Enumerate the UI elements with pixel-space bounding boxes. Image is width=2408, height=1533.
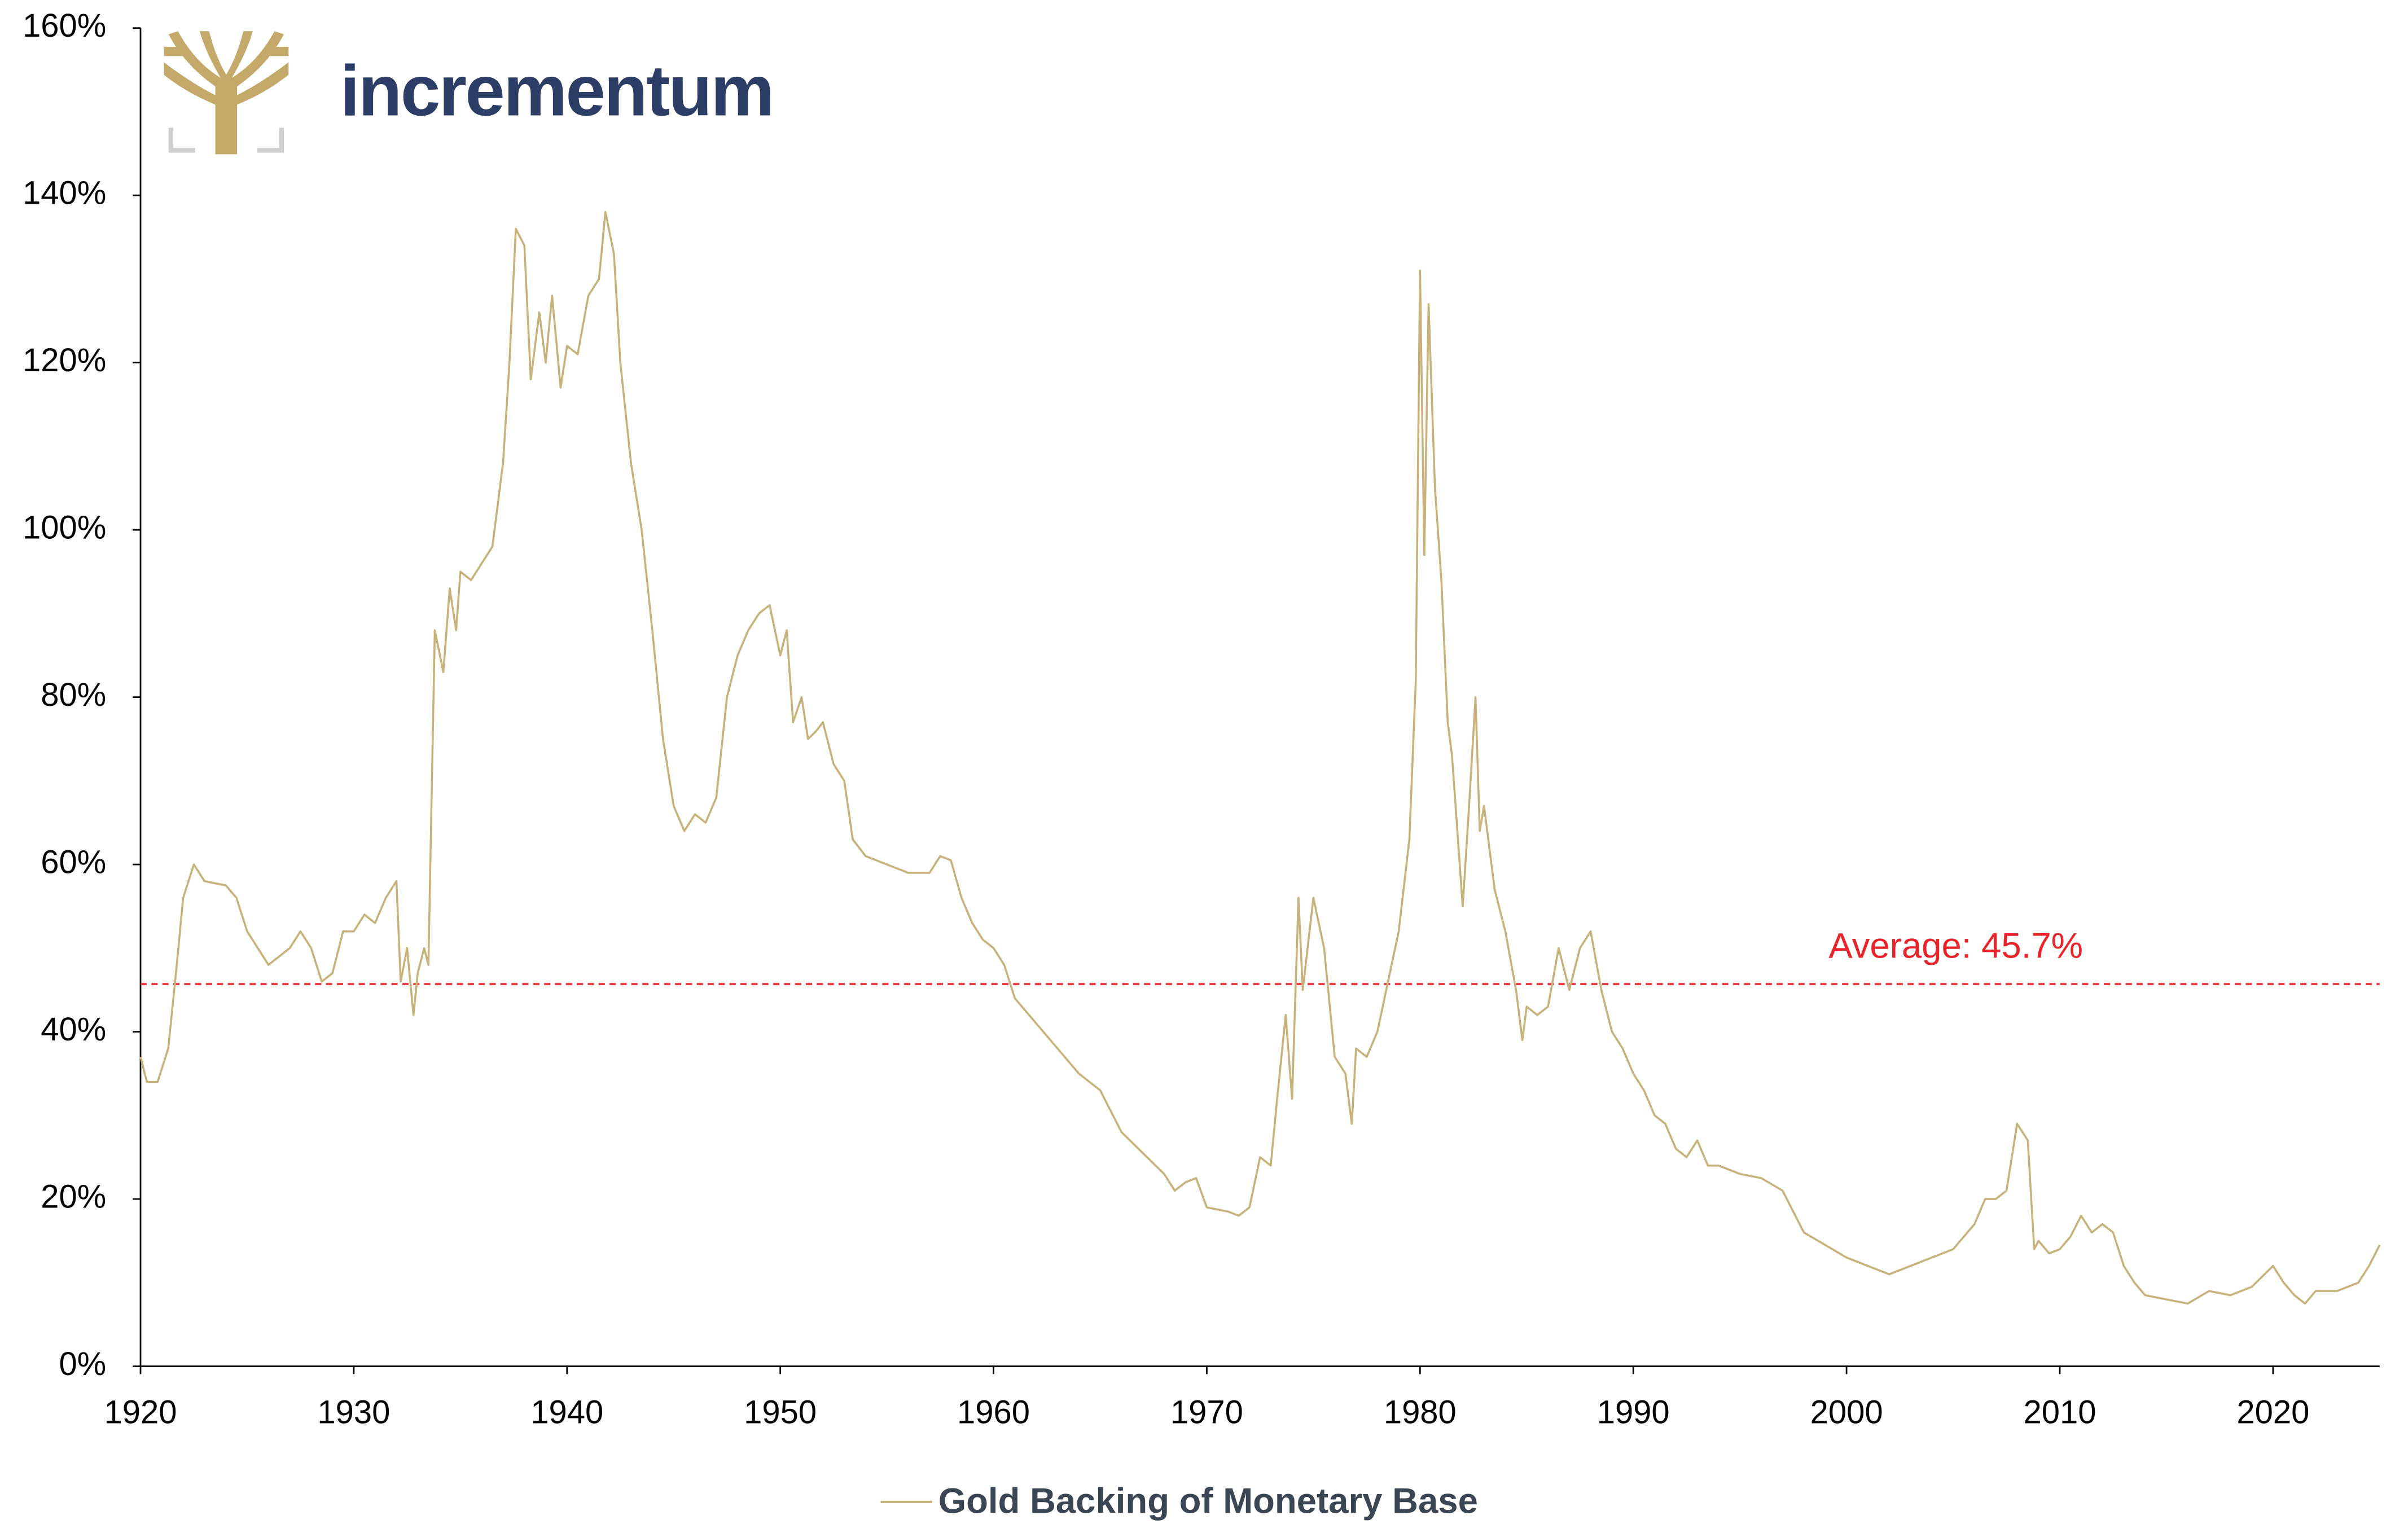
y-tick-label: 100%: [23, 509, 106, 546]
average-label: Average: 45.7%: [1828, 926, 2083, 965]
x-tick-label: 1920: [104, 1394, 177, 1430]
y-tick-label: 80%: [41, 677, 106, 713]
y-tick-label: 60%: [41, 844, 106, 880]
y-tick-label: 0%: [59, 1346, 106, 1382]
x-tick-label: 1940: [530, 1394, 603, 1430]
y-tick-label: 160%: [23, 8, 106, 44]
x-tick-label: 2020: [2236, 1394, 2309, 1430]
y-tick-label: 140%: [23, 175, 106, 211]
x-tick-label: 2000: [1810, 1394, 1883, 1430]
logo-icon: [164, 31, 289, 155]
x-tick-label: 1930: [317, 1394, 390, 1430]
series-line: [139, 211, 2381, 1305]
logo-text: incrementum: [340, 51, 773, 131]
legend-label: Gold Backing of Monetary Base: [938, 1481, 1478, 1521]
y-tick-label: 120%: [23, 342, 106, 379]
x-tick-label: 1990: [1597, 1394, 1670, 1430]
x-tick-label: 1970: [1170, 1394, 1243, 1430]
x-tick-label: 2010: [2023, 1394, 2096, 1430]
x-tick-label: 1950: [744, 1394, 817, 1430]
y-tick-label: 20%: [41, 1179, 106, 1215]
y-tick-label: 40%: [41, 1012, 106, 1048]
x-tick-label: 1960: [957, 1394, 1030, 1430]
x-tick-label: 1980: [1384, 1394, 1457, 1430]
